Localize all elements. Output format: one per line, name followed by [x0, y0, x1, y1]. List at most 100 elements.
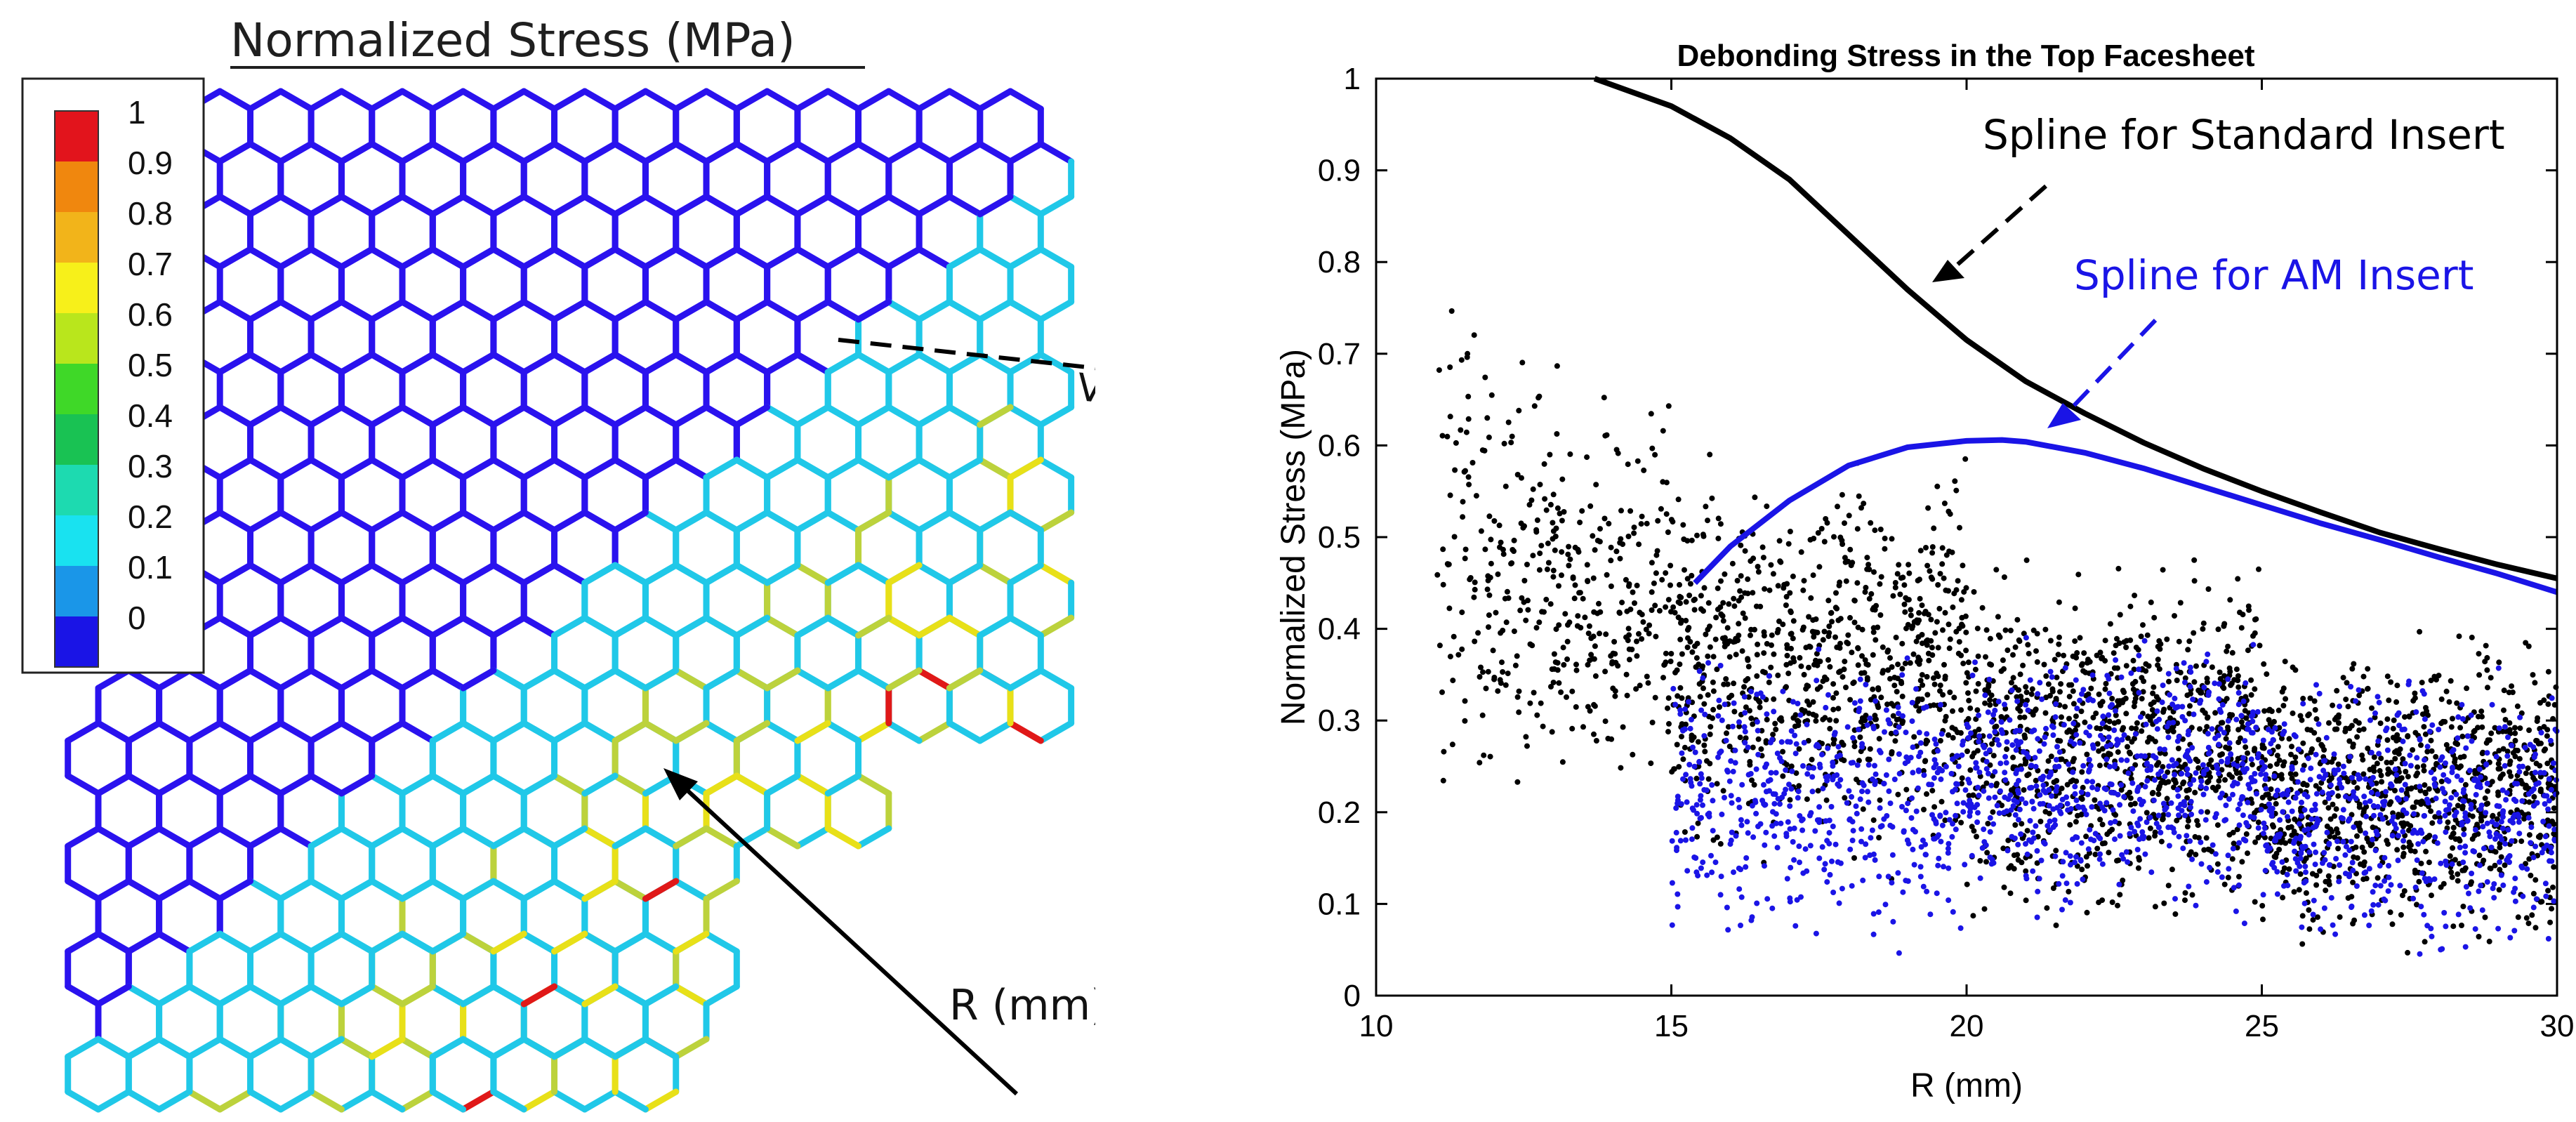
scatter-point-standard: [2298, 845, 2304, 851]
scatter-point-standard: [2449, 859, 2455, 864]
scatter-point-standard: [1976, 726, 1982, 732]
scatter-point-am: [1954, 800, 1960, 807]
scatter-point-standard: [2318, 780, 2325, 786]
scatter-point-am: [1936, 765, 1943, 772]
scatter-point-standard: [1665, 729, 1671, 735]
scatter-point-standard: [2120, 877, 2126, 883]
scatter-point-standard: [2113, 812, 2119, 818]
scatter-point-standard: [2372, 714, 2378, 720]
scatter-point-standard: [1872, 716, 1878, 722]
scatter-point-standard: [2259, 903, 2266, 909]
scatter-point-standard: [1528, 497, 1535, 503]
scatter-point-standard: [1748, 529, 1755, 535]
scatter-point-standard: [2200, 767, 2207, 773]
scatter-point-standard: [1861, 670, 1868, 676]
scatter-point-standard: [1964, 724, 1971, 730]
scatter-point-standard: [2115, 719, 2122, 725]
scatter-point-standard: [1714, 834, 1720, 840]
scatter-point-standard: [2535, 715, 2541, 721]
scatter-point-am: [1800, 763, 1806, 769]
scatter-point-am: [1769, 823, 1776, 829]
scatter-point-standard: [1524, 562, 1530, 567]
scatter-point-standard: [2115, 902, 2120, 909]
mesh-edge: [277, 456, 315, 481]
scatter-point-standard: [2400, 853, 2406, 859]
mesh-edge: [946, 88, 984, 112]
scatter-point-standard: [1946, 645, 1953, 652]
scatter-point-standard: [2187, 741, 2193, 748]
scatter-point-standard: [1551, 651, 1557, 657]
scatter-point-standard: [1992, 737, 1998, 743]
scatter-point-standard: [1451, 534, 1458, 540]
mesh-edge: [338, 878, 376, 902]
scatter-point-standard: [2410, 812, 2417, 819]
scatter-point-standard: [2440, 718, 2446, 725]
scatter-point-standard: [2120, 697, 2127, 704]
scatter-point-standard: [2012, 785, 2018, 791]
scatter-point-standard: [2451, 789, 2457, 796]
scatter-point-am: [1675, 798, 1681, 803]
scatter-point-standard: [1684, 627, 1691, 633]
scatter-point-standard: [2432, 781, 2438, 787]
mesh-edge: [95, 772, 132, 797]
mesh-edge: [308, 878, 345, 902]
scatter-point-standard: [2415, 764, 2421, 770]
scatter-point-standard: [1697, 694, 1703, 700]
scatter-point-am: [1950, 821, 1955, 827]
scatter-point-am: [1857, 676, 1863, 682]
scatter-point-standard: [2398, 820, 2405, 826]
scatter-point-standard: [1835, 503, 1840, 510]
scatter-point-standard: [2067, 821, 2073, 828]
scatter-point-standard: [2004, 694, 2010, 701]
scatter-point-standard: [1806, 643, 1813, 649]
scatter-point-standard: [1805, 683, 1811, 689]
scatter-point-am: [1867, 715, 1873, 722]
scatter-point-am: [1816, 855, 1823, 862]
scatter-point-standard: [1929, 788, 1936, 794]
scatter-point-standard: [2460, 904, 2466, 909]
scatter-point-standard: [2167, 715, 2174, 721]
scatter-point-standard: [1699, 666, 1705, 672]
scatter-point-standard: [2019, 859, 2025, 866]
scatter-point-standard: [2075, 852, 2081, 858]
scatter-point-am: [1691, 763, 1698, 770]
scatter-point-standard: [1525, 598, 1531, 604]
scatter-point-am: [1816, 646, 1822, 652]
scatter-point-standard: [2338, 815, 2344, 821]
mesh-edge: [369, 509, 406, 534]
scatter-point-standard: [1953, 587, 1960, 593]
scatter-point-standard: [1828, 609, 1835, 616]
scatter-point-standard: [1807, 644, 1814, 650]
scatter-point-standard: [1585, 578, 1591, 584]
scatter-point-standard: [1629, 647, 1635, 652]
mesh-edge: [338, 983, 376, 1008]
scatter-point-standard: [1458, 357, 1465, 363]
scatter-point-standard: [1725, 724, 1731, 730]
scatter-point-standard: [1975, 680, 1981, 687]
scatter-point-standard: [1724, 730, 1729, 737]
mesh-edge: [247, 88, 284, 112]
scatter-point-standard: [1491, 674, 1498, 680]
scatter-point-standard: [1875, 702, 1881, 708]
scatter-point-standard: [2480, 749, 2486, 755]
mesh-edge: [338, 772, 376, 797]
scatter-point-standard: [1811, 536, 1817, 541]
scatter-point-standard: [2327, 826, 2334, 833]
mesh-edge: [642, 246, 680, 270]
scatter-point-standard: [2149, 775, 2155, 781]
scatter-point-standard: [1486, 612, 1492, 619]
scatter-point-standard: [1877, 612, 1884, 618]
scatter-point-standard: [2085, 863, 2090, 869]
scatter-point-am: [1915, 768, 1922, 774]
scatter-point-standard: [2422, 836, 2429, 842]
scatter-point-standard: [2132, 735, 2137, 741]
scatter-point-standard: [1853, 707, 1859, 713]
scatter-point-standard: [1591, 656, 1597, 662]
scatter-point-standard: [2415, 770, 2421, 777]
scatter-point-am: [1893, 729, 1899, 735]
scatter-point-standard: [1923, 638, 1929, 645]
mesh-edge: [703, 193, 740, 218]
scatter-point-standard: [1764, 503, 1770, 510]
scatter-point-standard: [2393, 769, 2399, 775]
scatter-point-standard: [1509, 433, 1515, 440]
